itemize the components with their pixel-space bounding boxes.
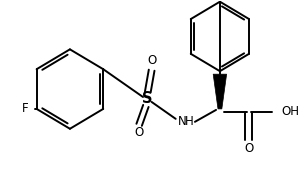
Text: H: H [185,115,194,128]
Text: S: S [142,92,152,107]
Text: O: O [134,126,144,139]
Text: OH: OH [281,105,300,118]
Polygon shape [213,74,226,109]
Text: F: F [22,102,29,115]
Text: O: O [147,54,156,67]
Text: O: O [244,142,253,155]
Text: N: N [178,115,186,128]
